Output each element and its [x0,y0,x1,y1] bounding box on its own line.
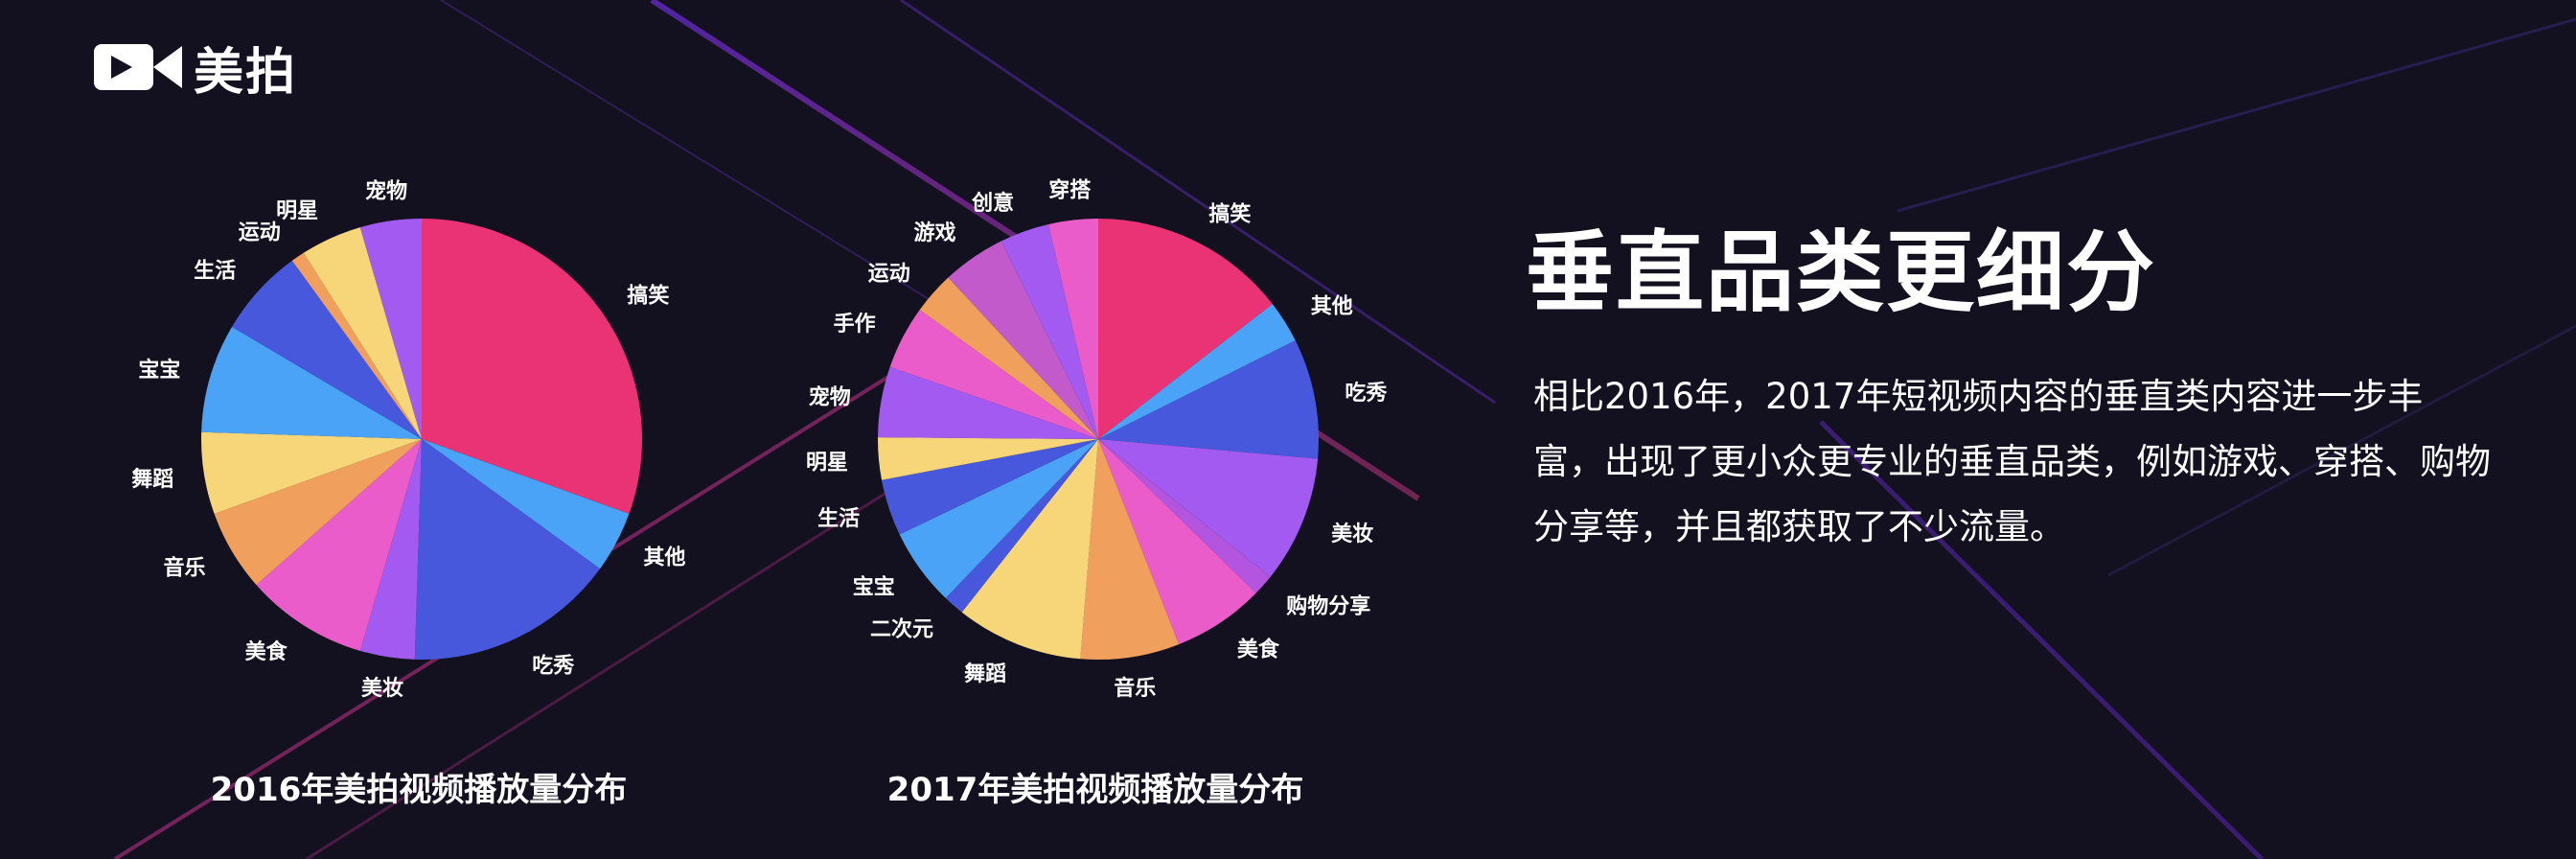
brand-logo: 美拍 [94,38,297,102]
slice-label: 宠物 [365,179,407,204]
pie-slice-美妆 [359,439,422,660]
video-camera-icon [94,44,182,90]
slice-label: 穿搭 [1048,178,1092,203]
slice-label: 其他 [1311,294,1353,318]
pie-slice-二次元 [945,439,1098,613]
pie-slice-宠物 [878,366,1098,439]
slice-label: 游戏 [914,221,956,245]
slice-label: 音乐 [1114,676,1156,701]
bg-stripe [1897,17,2576,213]
slice-label: 宝宝 [138,358,180,383]
slice-label: 搞笑 [1208,202,1251,227]
pie-slice-其他 [1098,304,1296,439]
description: 相比2016年，2017年短视频内容的垂直类内容进一步丰富，出现了更小众更专业的… [1533,376,2491,547]
bg-stripe [900,0,1496,405]
slice-label: 舞蹈 [964,662,1006,686]
slice-label: 音乐 [163,555,205,580]
pie-slice-美食 [1098,439,1256,645]
pie-slice-吃秀 [414,439,601,660]
chart-title-2017: 2017年美拍视频播放量分布 [886,771,1304,809]
pie-slice-音乐 [1080,439,1180,660]
pie-slice-生活 [232,260,422,439]
slice-label: 美妆 [1331,522,1373,546]
pie-slice-运动 [291,252,422,439]
pie-slice-舞蹈 [201,431,422,514]
pie-slice-美妆 [1098,439,1319,577]
slice-label: 宝宝 [853,575,895,600]
headline: 垂直品类更细分 [1526,221,2157,324]
slice-label: 运动 [239,221,281,244]
pie-slice-创意 [1000,223,1098,439]
pie-slice-手作 [889,310,1098,439]
slice-label: 创意 [971,191,1014,216]
slice-label: 宠物 [809,384,851,409]
slice-label: 明星 [806,451,848,475]
bg-stripe [1819,420,2264,859]
pie-slice-游戏 [948,241,1098,439]
pie-slice-其他 [422,439,630,569]
pie-slice-吃秀 [1098,340,1319,459]
chart-title-2016: 2016年美拍视频播放量分布 [210,771,628,809]
slice-label: 明星 [276,199,318,223]
slice-label: 其他 [644,546,686,570]
slice-label: 舞蹈 [131,467,173,492]
slice-label: 二次元 [870,617,933,642]
slice-label: 搞笑 [627,283,669,308]
slice-label: 生活 [817,507,860,531]
pie-slice-穿搭 [1048,219,1098,439]
slice-label: 生活 [194,260,236,284]
pie-slice-生活 [882,439,1098,535]
pie-slice-明星 [878,437,1098,480]
pie-slice-宠物 [359,219,422,439]
bg-stripe [2107,324,2576,577]
pie-slice-音乐 [214,439,422,586]
pie-slice-搞笑 [1098,219,1273,439]
pie-slice-搞笑 [422,219,642,514]
slice-label: 美食 [245,639,288,664]
pie-slice-舞蹈 [961,439,1098,660]
slice-label: 购物分享 [1286,594,1370,619]
slice-label: 吃秀 [1345,381,1387,406]
slice-label: 吃秀 [532,653,574,678]
slice-label: 美妆 [361,676,403,701]
pie-slice-宝宝 [899,439,1098,598]
pie-slice-美食 [256,439,422,651]
slice-label: 美食 [1237,637,1280,662]
pie-slice-明星 [303,227,422,439]
slice-label: 手作 [834,313,876,337]
slice-label: 运动 [868,262,910,286]
pie-slice-运动 [919,277,1098,439]
brand-name: 美拍 [194,43,298,102]
pie-slice-购物分享 [1098,439,1271,593]
pie-slice-宝宝 [201,326,422,439]
